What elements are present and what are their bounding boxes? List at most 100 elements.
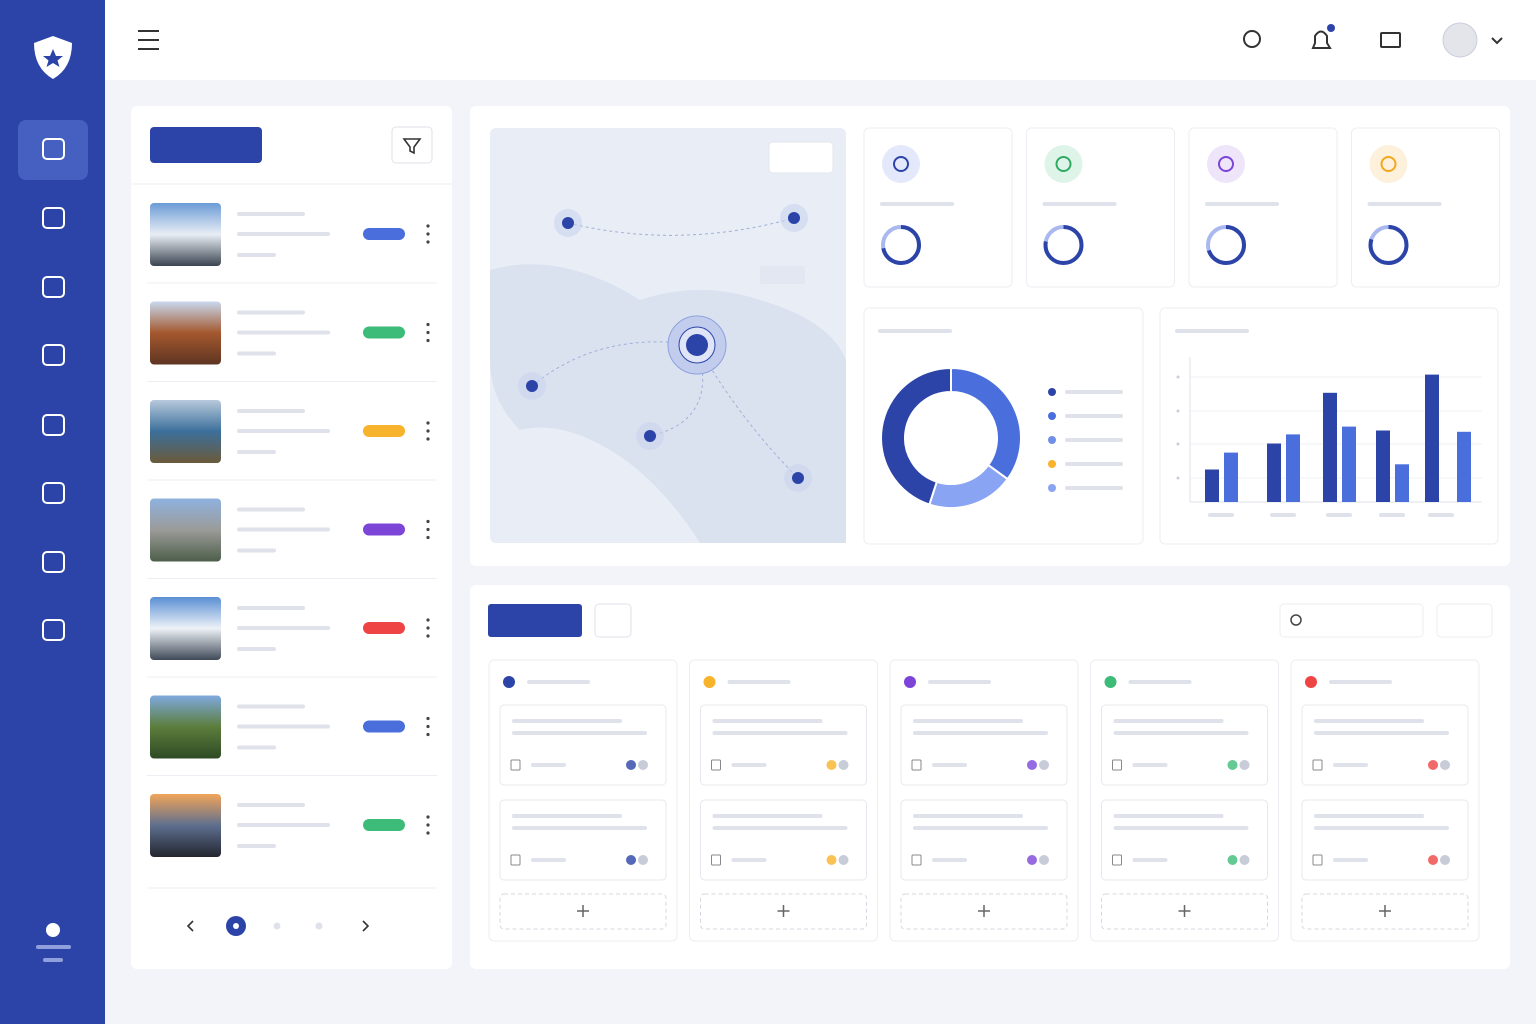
settings-button[interactable]	[594, 603, 632, 638]
nav-icon[interactable]	[42, 414, 65, 436]
task-card[interactable]	[700, 799, 867, 881]
legend-line	[1065, 438, 1123, 442]
list-header-button[interactable]	[150, 127, 262, 163]
more-dot[interactable]	[426, 330, 430, 335]
thumbnail[interactable]	[150, 695, 221, 759]
x-label	[1379, 513, 1405, 517]
map-land	[490, 264, 846, 543]
kpi-icon	[1369, 145, 1408, 183]
card-title	[1175, 329, 1249, 333]
bar	[1323, 392, 1337, 502]
thumbnail[interactable]	[150, 597, 221, 660]
more-dot[interactable]	[426, 527, 430, 532]
more-dot[interactable]	[426, 618, 430, 622]
kpi-icon-glyph	[1055, 156, 1072, 172]
title-line	[237, 606, 305, 610]
nav-active	[18, 120, 88, 180]
task-line	[512, 731, 647, 735]
x-label	[1326, 513, 1352, 517]
task-card[interactable]	[900, 799, 1068, 881]
more-dot[interactable]	[426, 322, 430, 327]
thumbnail[interactable]	[150, 794, 221, 857]
filter-button[interactable]	[391, 126, 433, 164]
avatar[interactable]	[1442, 22, 1478, 58]
task-meta	[531, 763, 566, 767]
nav-icon[interactable]	[42, 344, 65, 366]
map-tools[interactable]	[768, 141, 834, 174]
task-card[interactable]	[1301, 704, 1469, 786]
task-card[interactable]	[499, 704, 667, 786]
map-marker[interactable]	[792, 472, 804, 484]
pager-next[interactable]	[362, 920, 370, 932]
filter-icon	[402, 138, 422, 155]
more-dot[interactable]	[426, 338, 430, 343]
map-marker[interactable]	[526, 380, 538, 392]
map-marker[interactable]	[562, 217, 574, 229]
more-dot[interactable]	[426, 437, 430, 441]
thumbnail[interactable]	[150, 301, 221, 365]
column-dot	[503, 676, 515, 688]
board-button[interactable]	[488, 604, 582, 637]
nav-icon[interactable]	[42, 207, 65, 229]
search-box[interactable]	[1279, 603, 1424, 638]
task-card[interactable]	[1301, 799, 1469, 881]
more-dot[interactable]	[426, 421, 430, 425]
nav-icon[interactable]	[42, 619, 65, 641]
thumbnail[interactable]	[150, 400, 221, 463]
more-dot[interactable]	[426, 626, 430, 630]
more-dot[interactable]	[426, 732, 430, 737]
more-dot[interactable]	[426, 429, 430, 433]
task-line	[512, 826, 647, 830]
task-card[interactable]	[1101, 799, 1268, 881]
task-card[interactable]	[700, 704, 867, 786]
map-marker[interactable]	[788, 212, 800, 224]
nav-icon[interactable]	[42, 551, 65, 573]
pager-dot[interactable]	[273, 922, 281, 930]
task-card[interactable]	[900, 704, 1068, 786]
more-dot[interactable]	[426, 831, 430, 835]
more-dot[interactable]	[426, 716, 430, 721]
more-dot[interactable]	[426, 519, 430, 524]
status-pill	[363, 425, 405, 437]
more-dot[interactable]	[426, 240, 430, 244]
kpi-progress	[881, 225, 921, 265]
task-line	[712, 731, 848, 735]
task-assignee	[826, 855, 837, 865]
more-dot[interactable]	[426, 535, 430, 540]
nav-icon[interactable]	[42, 482, 65, 504]
notification-dot	[1327, 24, 1335, 32]
nav-icon[interactable]	[42, 138, 65, 160]
filter-dropdown[interactable]	[1436, 603, 1493, 638]
task-line	[1314, 826, 1449, 830]
status-pill	[363, 622, 405, 634]
text-line	[237, 626, 330, 630]
task-card[interactable]	[499, 799, 667, 881]
thumbnail[interactable]	[150, 203, 221, 266]
more-dot[interactable]	[426, 724, 430, 729]
more-dot[interactable]	[426, 224, 430, 228]
kpi-label	[1367, 202, 1442, 206]
task-assignee	[638, 855, 648, 865]
map-focus[interactable]	[686, 334, 708, 356]
task-card[interactable]	[1101, 704, 1268, 786]
nav-icon[interactable]	[42, 276, 65, 298]
donut-slice	[950, 366, 1022, 481]
more-dot[interactable]	[426, 815, 430, 819]
text-line	[237, 232, 330, 236]
map-marker[interactable]	[644, 430, 656, 442]
thumbnail[interactable]	[150, 498, 221, 562]
bell-icon[interactable]	[1311, 30, 1332, 49]
more-dot[interactable]	[426, 232, 430, 236]
task-icon	[510, 759, 521, 771]
task-icon	[711, 759, 721, 771]
more-dot[interactable]	[426, 634, 430, 638]
task-icon	[510, 854, 521, 866]
pager-dot[interactable]	[315, 922, 323, 930]
search-icon[interactable]	[1243, 30, 1261, 48]
kpi-card	[1188, 127, 1338, 288]
task-assignee	[1440, 855, 1450, 865]
text-line	[237, 527, 330, 532]
more-dot[interactable]	[426, 823, 430, 827]
mail-icon[interactable]	[1380, 32, 1401, 48]
pager-prev[interactable]	[186, 920, 194, 932]
